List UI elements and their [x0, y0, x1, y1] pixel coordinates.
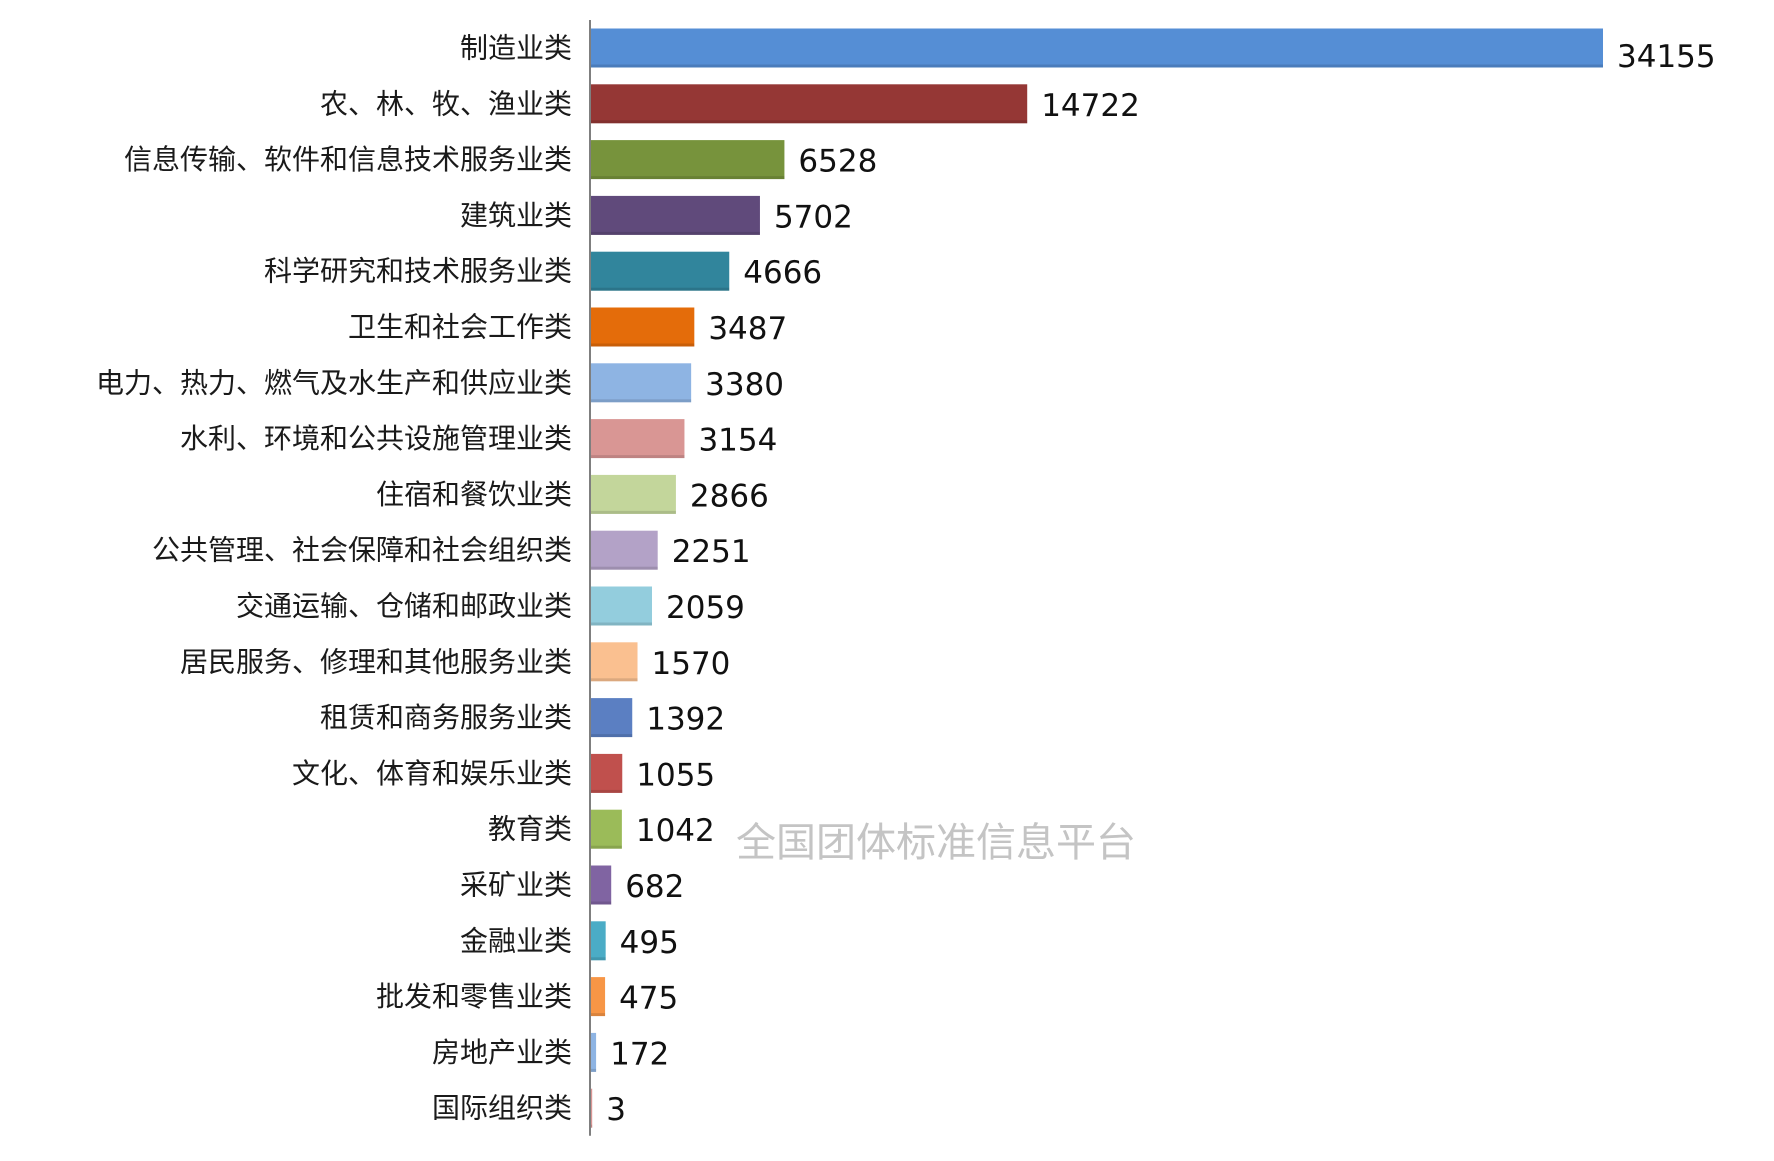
value-label-12: 1570 [652, 646, 731, 682]
bar-11 [591, 586, 653, 626]
category-label-8: 水利、环境和公共设施管理业类 [180, 422, 572, 455]
value-label-3: 6528 [798, 144, 877, 180]
bar-12 [591, 642, 638, 682]
bar-shadow-11 [591, 622, 653, 626]
value-label-9: 2866 [690, 478, 769, 514]
bar-1 [591, 28, 1603, 68]
bar-9 [591, 474, 676, 514]
bar-shadow-10 [591, 566, 658, 570]
bar-16 [591, 865, 612, 905]
value-label-1: 34155 [1617, 39, 1716, 75]
bar-shadow-2 [591, 120, 1028, 124]
bar-4 [591, 195, 760, 235]
category-label-17: 金融业类 [460, 924, 572, 957]
bar-shadow-19 [591, 1068, 597, 1072]
value-label-8: 3154 [698, 423, 777, 459]
value-label-20: 3 [606, 1092, 626, 1128]
bar-shadow-12 [591, 678, 638, 682]
bar-shadow-3 [591, 176, 785, 180]
watermark-text: 全国团体标准信息平台 [736, 820, 1136, 866]
bar-shadow-7 [591, 399, 692, 403]
bar-shadow-15 [591, 845, 622, 849]
bar-shadow-14 [591, 789, 623, 793]
category-label-4: 建筑业类 [460, 199, 572, 232]
bar-17 [591, 921, 606, 961]
category-label-2: 农、林、牧、渔业类 [320, 87, 572, 120]
bar-shadow-13 [591, 734, 633, 738]
bar-shadow-20 [591, 1124, 593, 1128]
category-label-20: 国际组织类 [432, 1092, 572, 1125]
category-label-18: 批发和零售业类 [376, 980, 572, 1013]
value-label-17: 495 [620, 925, 679, 961]
bar-shadow-6 [591, 343, 695, 347]
category-label-15: 教育类 [488, 813, 572, 846]
bar-5 [591, 251, 730, 291]
category-labels: 制造业类农、林、牧、渔业类信息传输、软件和信息技术服务业类建筑业类科学研究和技术… [96, 32, 572, 1125]
bar-3 [591, 140, 785, 180]
bar-shadow-9 [591, 510, 676, 514]
bar-2 [591, 84, 1028, 124]
value-label-13: 1392 [646, 702, 725, 738]
category-label-10: 公共管理、社会保障和社会组织类 [152, 534, 572, 567]
value-label-2: 14722 [1041, 88, 1140, 124]
bar-20 [591, 1088, 593, 1128]
bar-shadow-16 [591, 901, 612, 905]
category-label-6: 卫生和社会工作类 [348, 311, 572, 344]
value-labels: 34155 14722 6528 5702 4666 3487 3380 3154 2866 22… [606, 39, 1715, 1128]
category-label-5: 科学研究和技术服务业类 [264, 255, 572, 288]
bar-19 [591, 1032, 597, 1072]
bar-shadow-17 [591, 957, 606, 961]
category-label-7: 电力、热力、燃气及水生产和供应业类 [96, 366, 572, 399]
bar-shadow-5 [591, 287, 730, 291]
bar-shadow-8 [591, 455, 685, 459]
value-label-7: 3380 [705, 367, 784, 403]
value-label-14: 1055 [636, 757, 715, 793]
bar-15 [591, 809, 622, 849]
bar-shadow-4 [591, 231, 760, 235]
bar-shadow-18 [591, 1013, 606, 1017]
category-label-1: 制造业类 [460, 32, 572, 65]
value-label-6: 3487 [708, 311, 787, 347]
category-label-9: 住宿和餐饮业类 [376, 478, 572, 511]
category-label-16: 采矿业类 [460, 869, 572, 902]
bars-layer [591, 28, 1603, 1128]
value-label-19: 172 [610, 1036, 669, 1072]
category-label-12: 居民服务、修理和其他服务业类 [180, 645, 572, 678]
value-label-4: 5702 [774, 199, 853, 235]
bar-13 [591, 698, 633, 738]
value-label-11: 2059 [666, 590, 745, 626]
value-label-10: 2251 [672, 534, 751, 570]
bar-7 [591, 363, 692, 403]
bar-18 [591, 977, 606, 1017]
value-label-15: 1042 [636, 813, 715, 849]
category-label-14: 文化、体育和娱乐业类 [292, 757, 572, 790]
value-label-5: 4666 [743, 255, 822, 291]
bar-6 [591, 307, 695, 347]
value-label-16: 682 [625, 869, 684, 905]
category-label-3: 信息传输、软件和信息技术服务业类 [124, 143, 572, 176]
category-label-19: 房地产业类 [432, 1036, 572, 1069]
bar-14 [591, 753, 623, 793]
bar-10 [591, 530, 658, 570]
category-label-13: 租赁和商务服务业类 [320, 701, 572, 734]
value-label-18: 475 [619, 981, 678, 1017]
bar-8 [591, 419, 685, 459]
bar-shadow-1 [591, 64, 1603, 68]
category-label-11: 交通运输、仓储和邮政业类 [236, 590, 572, 623]
